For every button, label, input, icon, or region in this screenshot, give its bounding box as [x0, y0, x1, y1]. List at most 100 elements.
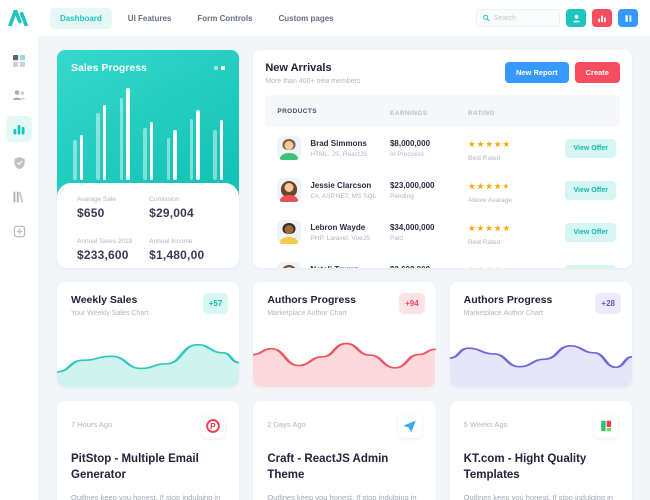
sales-progress-title: Sales Progress — [71, 62, 147, 74]
stat-label: Avarage Sale — [77, 196, 116, 203]
trend-badge: +28 — [595, 293, 621, 314]
stat-label: Annual Income — [149, 237, 193, 245]
icon-sidebar — [0, 36, 38, 500]
new-arrivals-card: New Arrivals More than 400+ new members … — [253, 50, 632, 268]
area-chart — [449, 344, 632, 387]
search-input[interactable] — [493, 14, 553, 22]
table-row[interactable]: Brad Simmons HTML, JS, ReactJS $8,000,00… — [265, 127, 620, 169]
article-card-pitstop[interactable]: 7 Hours Ago P PitStop - Multiple Email G… — [57, 401, 240, 500]
star-rating: ★★★★★★★★★★ — [467, 181, 512, 191]
layout-button[interactable] — [618, 9, 638, 27]
paper-plane-icon — [397, 414, 422, 438]
area-chart — [253, 342, 436, 387]
member-skills: C#, ASP.NET, MS SQL — [310, 192, 377, 200]
grid-icon — [13, 55, 25, 67]
library-icon — [13, 191, 24, 203]
card-subtitle: Marketplace Author Chart — [267, 310, 347, 317]
view-offer-button[interactable]: View Offer — [565, 138, 616, 158]
earnings-value: $23,000,000 — [389, 180, 435, 190]
article-card-craft[interactable]: 2 Days Ago Craft - ReactJS Admin Theme O… — [253, 401, 436, 500]
avatar — [277, 178, 302, 202]
nav-item-dashboard[interactable]: Dashboard — [50, 7, 112, 29]
stat-value: $233,600 — [77, 247, 129, 262]
stat-label: Comission — [149, 196, 180, 203]
users-icon — [13, 90, 25, 100]
nav-item-form-controls[interactable]: Form Controls — [197, 13, 253, 23]
shield-check-icon — [13, 156, 25, 170]
rating-label: Best Rated — [467, 239, 501, 246]
article-time: 7 Hours Ago — [71, 420, 113, 429]
article-body: Outlines keep you honest. If stop indulg… — [71, 493, 221, 500]
article-body: Outlines keep you honest. If stop indulg… — [267, 493, 417, 500]
brand-mark-icon — [8, 10, 28, 26]
stat-commission: Comission $29,004 — [149, 196, 221, 227]
view-offer-button[interactable]: View Offer — [565, 222, 616, 242]
search-icon — [483, 14, 490, 22]
authors-progress-card-1: Authors Progress Marketplace Author Char… — [253, 282, 436, 387]
earnings-value: $2,600,000 — [390, 265, 468, 269]
weekly-sales-card: Weekly Sales Your Weekly Sales Chart +57 — [57, 282, 240, 387]
new-report-button[interactable]: New Report — [504, 62, 569, 83]
avatar — [277, 136, 302, 160]
sales-progress-card: Sales Progress Avarage Sale $650 Comissi… — [57, 50, 240, 269]
sidebar-item-library[interactable] — [6, 184, 32, 210]
rating-label: Best Rated — [467, 155, 501, 162]
article-title[interactable]: KT.com - Hight Quality Templates — [463, 453, 587, 482]
view-offer-button[interactable]: View Offer — [565, 180, 616, 200]
sidebar-item-users[interactable] — [6, 82, 32, 108]
card-subtitle: Your Weekly Sales Chart — [71, 310, 149, 317]
table-row[interactable]: Lebron Wayde PHP, Laravel, VueJS $34,000… — [265, 211, 620, 253]
star-rating: ★★★★★★★★★★ — [467, 139, 512, 149]
member-name: Brad Simmons — [310, 138, 367, 148]
member-skills: HTML, JS, ReactJS — [310, 150, 368, 158]
article-title[interactable]: Craft - ReactJS Admin Theme — [267, 453, 389, 482]
sales-bars — [73, 84, 224, 180]
article-title[interactable]: PitStop - Multiple Email Generator — [71, 453, 199, 482]
star-rating: ★★★★★★★★★★ — [467, 223, 512, 233]
stat-label: Annual Taxes 2019 — [77, 237, 133, 245]
svg-text:P: P — [211, 421, 217, 431]
col-earnings: EARNINGS — [389, 110, 428, 117]
earnings-status: Pending — [389, 192, 414, 200]
sidebar-item-security[interactable] — [6, 150, 32, 176]
article-time: 5 Weeks Ago — [463, 420, 508, 429]
area-chart — [57, 343, 240, 387]
search-box[interactable] — [476, 9, 560, 27]
article-time: 2 Days Ago — [267, 420, 306, 429]
stat-average-sale: Avarage Sale $650 — [77, 196, 149, 227]
sidebar-item-analytics[interactable] — [6, 116, 32, 142]
earnings-value: $8,000,000 — [389, 138, 431, 148]
sidebar-item-add-page[interactable] — [6, 218, 32, 244]
main-content: Sales Progress Avarage Sale $650 Comissi… — [38, 36, 650, 500]
bar-chart-icon — [598, 15, 606, 22]
app-logo[interactable] — [0, 10, 38, 26]
nav-item-custom-pages[interactable]: Custom pages — [278, 13, 334, 23]
table-row[interactable]: Natali Trump Python, ReactJS $2,600,000 … — [265, 253, 620, 268]
user-button[interactable] — [566, 9, 586, 27]
card-menu-icon[interactable] — [214, 66, 226, 70]
user-icon — [572, 14, 580, 22]
col-products: PRODUCTS — [277, 107, 318, 115]
table-row[interactable]: Jessie Clarcson C#, ASP.NET, MS SQL $23,… — [265, 169, 620, 211]
stat-annual-taxes: Annual Taxes 2019 $233,600 — [77, 238, 149, 269]
article-card-kt[interactable]: 5 Weeks Ago KT.com - Hight Quality Templ… — [449, 401, 632, 500]
top-navbar: Dashboard UI Features Form Controls Cust… — [0, 0, 650, 36]
stats-button[interactable] — [592, 9, 612, 27]
view-offer-button[interactable]: View Offer — [565, 264, 616, 268]
table-header: PRODUCTS EARNINGS RATING — [265, 95, 620, 127]
stat-value: $650 — [77, 206, 105, 220]
rating-label: Above Avarage — [467, 197, 512, 204]
nav-item-ui-features[interactable]: UI Features — [127, 13, 172, 23]
trend-badge: +57 — [202, 293, 229, 314]
member-name: Jessie Clarcson — [310, 180, 372, 190]
sidebar-item-dashboard[interactable] — [6, 48, 32, 74]
pause-icon — [625, 14, 631, 22]
star-rating: ★★★★★★★★★★ — [468, 266, 511, 268]
earnings-status: In Proccess — [389, 150, 424, 158]
avatar — [277, 262, 302, 268]
earnings-value: $34,000,000 — [389, 222, 435, 232]
create-button[interactable]: Create — [574, 62, 620, 83]
stat-value: $1,480,00 — [149, 247, 205, 262]
avatar — [277, 220, 302, 244]
stat-value: $29,004 — [149, 206, 194, 220]
